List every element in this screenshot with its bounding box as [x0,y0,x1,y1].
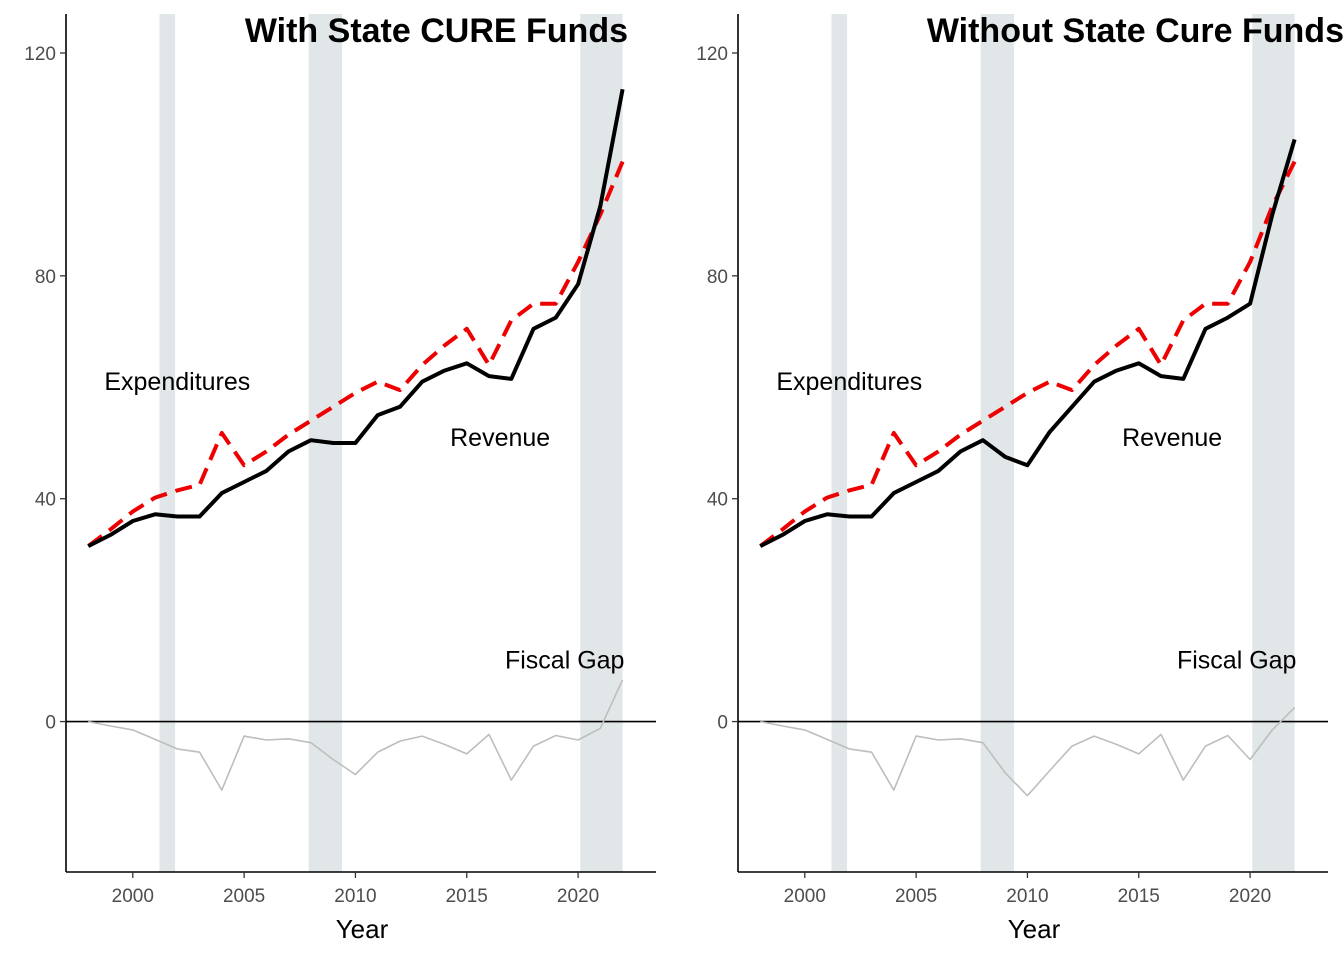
x-axis-title: Year [1008,914,1061,944]
x-tick-label: 2000 [112,886,154,907]
recession-band [159,14,176,872]
series-line-fiscal-gap [760,707,1296,797]
panel-title: With State CURE Funds [245,12,628,50]
series-line-revenue [759,138,1297,548]
x-tick-label: 2020 [1229,886,1271,907]
annotation-label: Fiscal Gap [505,647,624,675]
y-tick-label: 120 [696,44,728,65]
y-tick-label: 120 [24,44,56,65]
x-tick-label: 2000 [784,886,826,907]
x-tick-label: 2010 [1006,886,1048,907]
y-tick-label: 40 [35,490,56,511]
x-tick-label: 2020 [557,886,599,907]
y-tick-label: 40 [707,490,728,511]
annotation-label: Expenditures [776,368,922,396]
annotation-label: Revenue [1122,424,1222,452]
recession-band [831,14,848,872]
annotation-label: Expenditures [104,368,250,396]
recession-band [580,14,623,872]
y-tick-label: 0 [45,713,56,734]
annotation-label: Fiscal Gap [1177,647,1296,675]
y-tick-label: 0 [717,713,728,734]
x-tick-label: 2010 [334,886,376,907]
annotation-label: Revenue [450,424,550,452]
x-tick-label: 2005 [223,886,265,907]
series-line-revenue [87,88,625,548]
x-tick-label: 2005 [895,886,937,907]
recession-band [1252,14,1295,872]
panel-with-cure-funds: 0 40 80 120 2000 2005 2010 2015 2020 Expenditures… [24,12,656,944]
panel-without-cure-funds: 0 40 80 120 2000 2005 2010 2015 2020 Expenditures… [696,12,1344,944]
series-line-expenditures [759,160,1297,548]
series-line-expenditures [87,160,625,548]
panel-title: Without State Cure Funds [927,12,1344,50]
y-tick-label: 80 [35,267,56,288]
x-tick-label: 2015 [1118,886,1160,907]
series-line-fiscal-gap [88,679,624,791]
y-tick-label: 80 [707,267,728,288]
x-axis-title: Year [336,914,389,944]
x-tick-label: 2015 [446,886,488,907]
